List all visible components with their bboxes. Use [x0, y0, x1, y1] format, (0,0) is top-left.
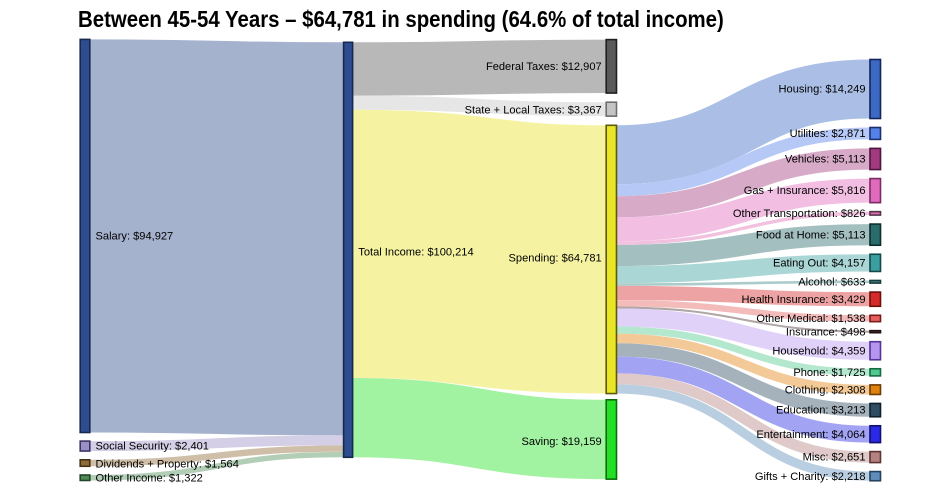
svg-text:Other Medical: $1,538: Other Medical: $1,538 — [756, 313, 865, 325]
svg-text:Gifts + Charity: $2,218: Gifts + Charity: $2,218 — [755, 471, 866, 483]
svg-text:Household: $4,359: Household: $4,359 — [772, 345, 865, 357]
svg-text:Total Income: $100,214: Total Income: $100,214 — [358, 246, 473, 258]
svg-text:Dividends + Property: $1,564: Dividends + Property: $1,564 — [96, 459, 239, 471]
svg-text:Social Security: $2,401: Social Security: $2,401 — [96, 441, 209, 453]
svg-text:Other Income: $1,322: Other Income: $1,322 — [96, 472, 203, 484]
svg-text:Spending: $64,781: Spending: $64,781 — [509, 252, 602, 264]
svg-text:Misc: $2,651: Misc: $2,651 — [803, 452, 866, 464]
svg-text:State + Local Taxes: $3,367: State + Local Taxes: $3,367 — [465, 104, 602, 116]
svg-text:Food at Home: $5,113: Food at Home: $5,113 — [756, 229, 866, 241]
svg-text:Phone: $1,725: Phone: $1,725 — [793, 367, 865, 379]
svg-text:Gas + Insurance: $5,816: Gas + Insurance: $5,816 — [744, 185, 866, 197]
svg-text:Eating Out: $4,157: Eating Out: $4,157 — [773, 257, 866, 269]
svg-text:Entertainment: $4,064: Entertainment: $4,064 — [756, 429, 865, 441]
svg-text:Clothing: $2,308: Clothing: $2,308 — [785, 384, 866, 396]
svg-text:Saving: $19,159: Saving: $19,159 — [522, 436, 602, 448]
svg-text:Education: $3,213: Education: $3,213 — [776, 405, 865, 417]
svg-text:Insurance: $498: Insurance: $498 — [786, 326, 866, 338]
svg-text:Vehicles: $5,113: Vehicles: $5,113 — [785, 154, 866, 166]
svg-text:Alcohol: $633: Alcohol: $633 — [798, 276, 865, 288]
svg-text:Health Insurance: $3,429: Health Insurance: $3,429 — [742, 294, 866, 306]
svg-text:Salary: $94,927: Salary: $94,927 — [96, 231, 174, 243]
svg-text:Housing: $14,249: Housing: $14,249 — [779, 84, 866, 96]
svg-text:Other Transportation: $826: Other Transportation: $826 — [733, 208, 866, 220]
svg-text:Federal Taxes: $12,907: Federal Taxes: $12,907 — [486, 61, 602, 73]
svg-text:Utilities: $2,871: Utilities: $2,871 — [790, 128, 866, 140]
